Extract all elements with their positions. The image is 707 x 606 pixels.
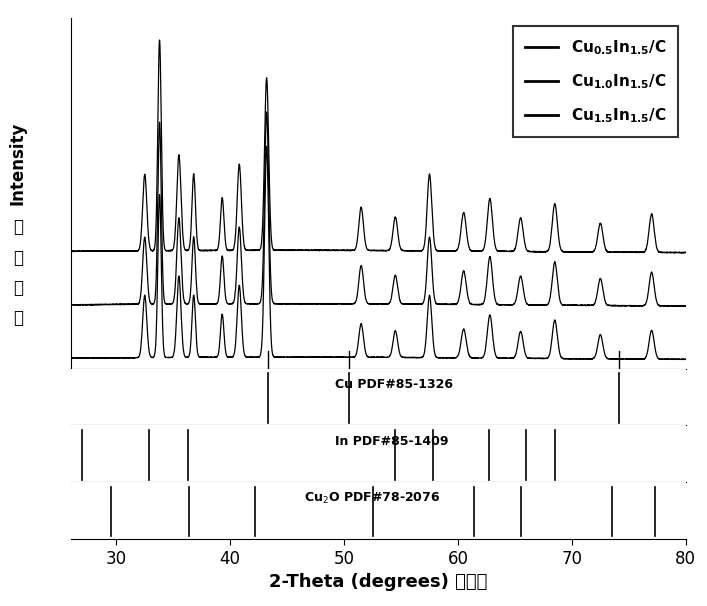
Text: 射: 射 — [13, 248, 23, 267]
X-axis label: 2-Theta (degrees) 衡射角: 2-Theta (degrees) 衡射角 — [269, 573, 487, 591]
Text: Intensity: Intensity — [8, 122, 27, 205]
Text: In PDF#85-1409: In PDF#85-1409 — [335, 435, 449, 448]
Legend: $\mathbf{Cu_{0.5}In_{1.5}/C}$, $\mathbf{Cu_{1.0}In_{1.5}/C}$, $\mathbf{Cu_{1.5}I: $\mathbf{Cu_{0.5}In_{1.5}/C}$, $\mathbf{… — [513, 26, 678, 137]
Text: 度: 度 — [13, 309, 23, 327]
Text: 强: 强 — [13, 279, 23, 297]
Text: 衡: 衡 — [13, 218, 23, 236]
Text: Cu$_2$O PDF#78-2076: Cu$_2$O PDF#78-2076 — [305, 491, 440, 506]
Text: Cu PDF#85-1326: Cu PDF#85-1326 — [335, 378, 453, 391]
